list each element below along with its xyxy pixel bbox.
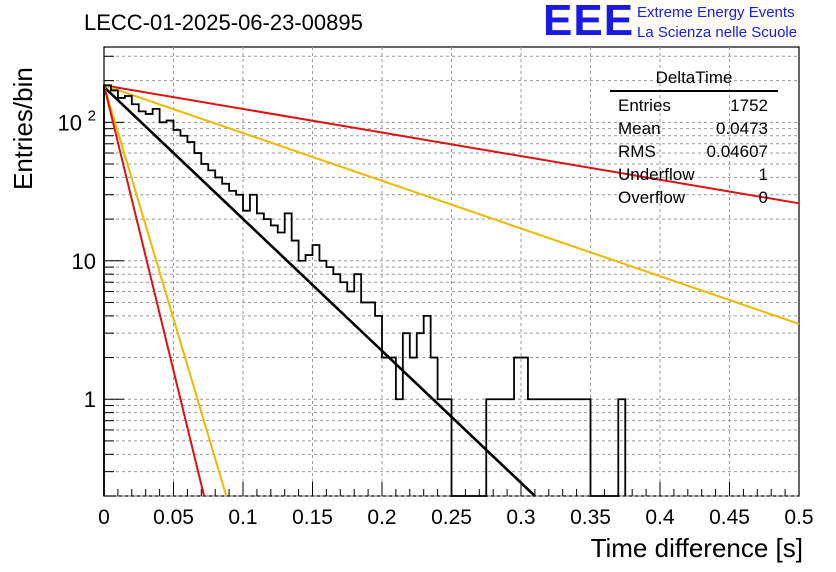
y-tick-labels: 1 10 10 2 <box>58 107 96 412</box>
stats-label: Entries <box>618 96 671 115</box>
x-tick-label: 0.2 <box>367 506 396 529</box>
fit-line <box>103 85 228 497</box>
logo-line-2: La Scienza nelle Scuole <box>637 24 798 41</box>
chart-title: LECC-01-2025-06-23-00895 <box>84 10 363 35</box>
eee-logo: EEE <box>543 0 635 45</box>
x-axis-label: Time difference [s] <box>590 533 803 563</box>
x-tick-label: 0 <box>98 506 110 529</box>
y-tick-label: 1 <box>84 387 96 412</box>
y-tick-label: 10 <box>58 110 82 135</box>
y-axis-label: Entries/bin <box>8 67 38 190</box>
histogram-outline <box>103 84 627 497</box>
histogram <box>103 84 627 497</box>
stats-label: Mean <box>618 119 661 138</box>
x-tick-label: 0.35 <box>570 506 611 529</box>
x-tick-label: 0.15 <box>292 506 333 529</box>
stats-row-entries: Entries 1752 <box>610 94 780 117</box>
x-tick-label: 0.05 <box>153 506 194 529</box>
stats-row-rms: RMS 0.04607 <box>610 140 780 163</box>
x-tick-label: 0.4 <box>645 506 675 529</box>
fit-line <box>103 84 800 205</box>
x-tick-labels: 0 0.05 0.1 0.15 0.2 0.25 0.3 0.35 0.4 0.45 0.5 <box>98 506 813 529</box>
stats-value: 0.0473 <box>716 119 768 138</box>
stats-value: 1 <box>758 165 768 184</box>
stats-value: 1752 <box>730 96 768 115</box>
stats-title: DeltaTime <box>610 68 778 92</box>
x-tick-label: 0.25 <box>431 506 472 529</box>
stats-row-underflow: Underflow 1 <box>610 163 780 186</box>
stats-label: Overflow <box>618 188 686 207</box>
x-tick-label: 0.1 <box>228 506 257 529</box>
y-tick-label: 10 <box>72 249 96 274</box>
fit-lines <box>103 84 800 497</box>
x-tick-label: 0.3 <box>506 506 535 529</box>
stats-row-mean: Mean 0.0473 <box>610 117 780 140</box>
stats-label: Underflow <box>618 165 695 184</box>
stats-label: RMS <box>618 142 656 161</box>
logo-line-1: Extreme Energy Events <box>637 4 795 21</box>
x-tick-label: 0.45 <box>709 506 750 529</box>
stats-value: 0 <box>758 188 768 207</box>
fit-line <box>103 85 206 497</box>
fit-line <box>103 86 536 497</box>
stats-value: 0.04607 <box>706 142 768 161</box>
y-tick-exponent: 2 <box>88 107 96 124</box>
fit-line <box>103 84 800 325</box>
stats-box: DeltaTime Entries 1752 Mean 0.0473 RMS 0… <box>610 68 780 209</box>
x-tick-label: 0.5 <box>784 506 813 529</box>
stats-row-overflow: Overflow 0 <box>610 186 780 209</box>
